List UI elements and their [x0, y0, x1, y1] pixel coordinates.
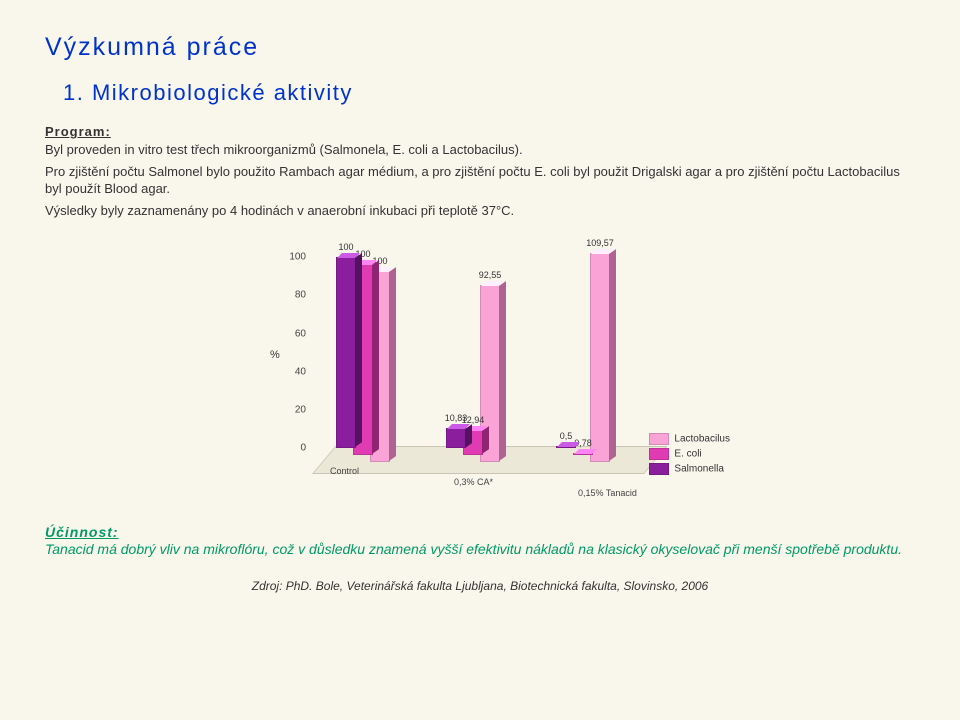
x-category-label: Control — [330, 466, 359, 476]
bar-value-label: 92,55 — [479, 270, 502, 280]
program-text-1: Byl proveden in vitro test třech mikroor… — [45, 141, 915, 159]
bar-value-label: 10,83 — [445, 413, 468, 423]
bar-value-label: 100 — [338, 242, 353, 252]
legend-item: Salmonella — [649, 463, 730, 475]
bar-value-label: 109,57 — [586, 238, 614, 248]
y-tick: 60 — [278, 328, 306, 339]
legend-swatch — [649, 463, 669, 475]
bar-value-label: 0,5 — [560, 431, 573, 441]
chart-bar: 10,83 — [446, 428, 466, 449]
program-label: Program: — [45, 124, 915, 139]
program-text-3: Výsledky byly zaznamenány po 4 hodinách … — [45, 202, 915, 220]
legend-swatch — [649, 448, 669, 460]
legend-label: E. coli — [674, 449, 701, 460]
conclusion-label: Účinnost: — [45, 524, 915, 540]
legend-swatch — [649, 433, 669, 445]
page-title: Výzkumná práce — [45, 33, 915, 62]
y-axis-label: % — [270, 349, 280, 361]
legend-label: Salmonella — [674, 464, 723, 475]
y-tick: 40 — [278, 366, 306, 377]
chart-bar: 109,57 — [590, 253, 610, 462]
y-tick: 0 — [278, 443, 306, 454]
chart-bar: 100 — [336, 257, 356, 448]
y-tick: 80 — [278, 290, 306, 301]
source-citation: Zdroj: PhD. Bole, Veterinářská fakulta L… — [45, 579, 915, 593]
program-text-2: Pro zjištění počtu Salmonel bylo použito… — [45, 163, 915, 198]
y-tick: 20 — [278, 404, 306, 415]
section-subtitle: 1. Mikrobiologické aktivity — [63, 80, 915, 106]
conclusion-text: Tanacid má dobrý vliv na mikroflóru, což… — [45, 540, 915, 559]
x-category-label: 0,3% CA* — [454, 477, 493, 487]
chart-bar: 0,5 — [556, 446, 576, 448]
chart-bar: 0,78 — [573, 453, 593, 455]
x-category-label: 0,15% Tanacid — [578, 488, 637, 498]
legend-label: Lactobacilus — [674, 434, 730, 445]
bar-chart: % 020406080100100100100Control92,5512,94… — [270, 234, 690, 514]
legend-item: Lactobacilus — [649, 433, 730, 445]
y-tick: 100 — [278, 252, 306, 263]
legend-item: E. coli — [649, 448, 730, 460]
chart-legend: Lactobacilus E. coli Salmonella — [649, 430, 730, 478]
